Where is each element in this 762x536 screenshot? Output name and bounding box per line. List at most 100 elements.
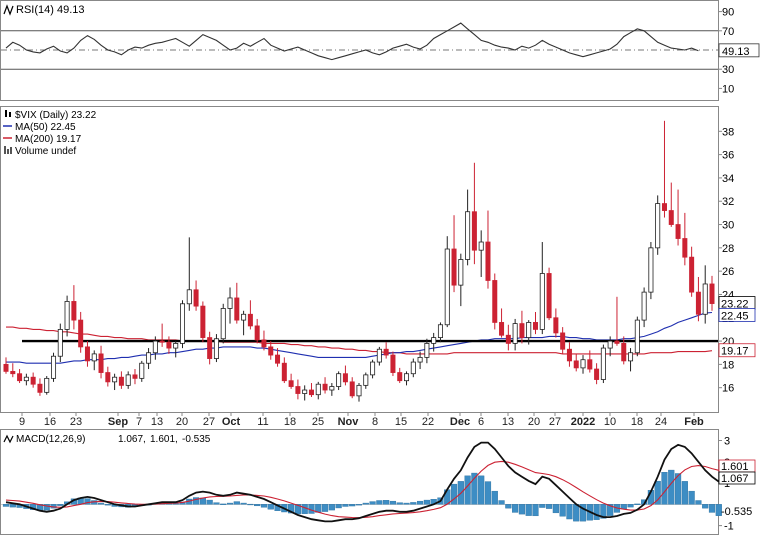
rsi-value-box (718, 43, 760, 58)
candle-body (30, 376, 36, 385)
x-tick-label: 18 (631, 416, 643, 428)
candle-body (139, 362, 145, 379)
macd-signal-value-label: 1.601 (721, 461, 749, 473)
macd-histogram-bar (702, 504, 709, 509)
macd-histogram-bar (695, 500, 702, 505)
candle-body (71, 301, 77, 321)
rsi-legend: RSI(14) 49.13 (3, 4, 84, 16)
rsi-value-label: 49.13 (722, 46, 750, 58)
candle-body (560, 332, 566, 350)
price-tick-label: 32 (722, 196, 734, 208)
x-tick-label: 25 (312, 416, 324, 428)
x-tick-label: 9 (19, 416, 25, 428)
macd-histogram-bar (579, 504, 587, 522)
ma50-line (6, 311, 713, 364)
macd-histogram-bar (233, 501, 240, 505)
macd-histogram-bar (505, 504, 512, 509)
rsi-series-line (5, 22, 699, 61)
candle-body (390, 354, 396, 373)
candle-body (689, 256, 695, 293)
candle-body (566, 348, 572, 362)
candle-body (64, 301, 70, 330)
candle-body (37, 383, 43, 393)
price-tick-label: 30 (722, 220, 734, 232)
candle-body (132, 374, 138, 379)
macd-histogram-bar (484, 481, 492, 505)
rsi-title: RSI(14) 49.13 (16, 4, 84, 16)
macd-histogram-bar (681, 481, 688, 505)
macd-histogram-bar (464, 475, 471, 505)
price-panel-frame (0, 106, 719, 413)
macd-histogram-bar (247, 503, 254, 506)
x-tick-label: Feb (684, 416, 704, 428)
x-tick-label: 24 (655, 416, 667, 428)
price-tick-label: 18 (722, 359, 734, 371)
candle-body (159, 340, 165, 343)
candle-body (125, 374, 131, 386)
macd-histogram-bar (410, 502, 417, 505)
macd-histogram-bar (240, 502, 247, 505)
macd-histogram-bar (545, 504, 553, 509)
candle-body (220, 308, 226, 340)
macd-histogram-bar (573, 504, 580, 522)
candle-body (23, 376, 29, 382)
candle-body (546, 273, 552, 319)
macd-histogram-bar (301, 504, 308, 514)
x-tick-label: 7 (136, 416, 142, 428)
x-tick-label: 2022 (571, 416, 595, 428)
macd-histogram-bar (396, 502, 403, 505)
candle-body (458, 259, 464, 286)
candle-body (431, 337, 437, 344)
candle-body (628, 352, 634, 362)
macd-histogram-bar (383, 500, 390, 505)
macd-histogram-bar (349, 504, 356, 507)
macd-histogram-bar (321, 504, 329, 512)
x-tick-label: 8 (372, 416, 378, 428)
candle-body (532, 322, 539, 330)
candle-body (417, 356, 423, 363)
volume-bars-icon (4, 146, 6, 154)
candle-body (539, 273, 545, 330)
candle-body (44, 377, 50, 393)
macd-histogram-bar (498, 500, 505, 505)
candle-body (288, 380, 294, 387)
candle-body (675, 224, 681, 239)
candle-body (655, 203, 661, 249)
macd-histogram-bar (389, 500, 397, 505)
ma200-line (6, 326, 713, 355)
macd-histogram-bar (525, 504, 532, 516)
candle-body (661, 203, 667, 211)
macd-histogram-bar (2, 504, 10, 507)
macd-histogram-bar (57, 504, 64, 506)
candle-body (268, 346, 274, 356)
candle-body (308, 389, 314, 396)
candle-body (78, 319, 84, 348)
macd-histogram-bar (532, 504, 539, 517)
candle-body (580, 359, 586, 369)
candle-body (193, 289, 199, 307)
candle-body (98, 353, 104, 373)
candle-body (322, 383, 328, 391)
x-tick-label: 6 (478, 416, 484, 428)
macd-histogram-bar (9, 504, 16, 508)
x-tick-label: 10 (604, 416, 616, 428)
macd-histogram-bar (539, 504, 546, 508)
candle-body (397, 372, 403, 382)
macd-line (5, 441, 720, 523)
macd-histogram-bar (342, 504, 349, 507)
x-axis: 9 16 23 Sep 7 13 20 27 Oct 11 18 25 Nov 8 15 22 Dec 6 13 20… (19, 412, 704, 428)
macd-tick-label: 3 (724, 436, 730, 448)
macd-histogram-bar (593, 504, 600, 520)
candle-body (363, 374, 369, 386)
rsi-tick-label: 70 (722, 26, 734, 38)
macd-value-label: 1.067 (721, 473, 749, 485)
macd-histogram-bar (559, 504, 566, 517)
x-tick-label: 27 (549, 416, 561, 428)
macd-histogram-bar (627, 504, 634, 508)
macd-histogram-bar (708, 504, 716, 513)
macd-histogram-bar (288, 504, 295, 514)
macd-histogram-bar (97, 502, 105, 505)
candle-body (84, 346, 90, 362)
candle-body (410, 361, 416, 375)
